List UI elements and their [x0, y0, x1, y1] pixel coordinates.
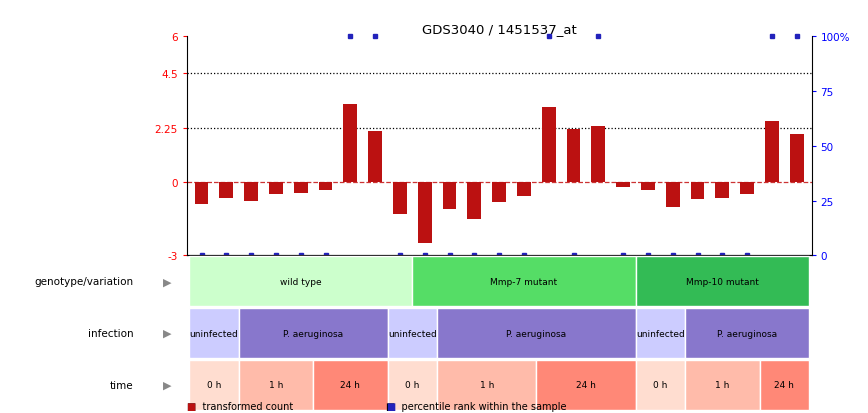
Bar	[691, 183, 704, 200]
Text: ▶: ▶	[162, 277, 171, 287]
Text: time: time	[110, 380, 134, 390]
Bar	[492, 183, 506, 202]
Text: P. aeruginosa: P. aeruginosa	[283, 329, 343, 338]
Bar	[269, 183, 283, 195]
Bar	[387, 309, 437, 358]
Bar	[468, 183, 481, 219]
Bar	[313, 360, 387, 410]
Bar	[760, 360, 809, 410]
Text: 24 h: 24 h	[340, 380, 360, 389]
Bar	[189, 360, 239, 410]
Text: wild type: wild type	[279, 277, 321, 286]
Bar	[239, 360, 313, 410]
Text: uninfected: uninfected	[388, 329, 437, 338]
Text: ■: ■	[187, 401, 196, 411]
Text: P. aeruginosa: P. aeruginosa	[717, 329, 777, 338]
Bar	[189, 257, 412, 306]
Text: 0 h: 0 h	[405, 380, 419, 389]
Text: ▶: ▶	[162, 380, 171, 390]
Title: GDS3040 / 1451537_at: GDS3040 / 1451537_at	[422, 23, 576, 36]
Text: 24 h: 24 h	[576, 380, 595, 389]
Text: genotype/variation: genotype/variation	[35, 277, 134, 287]
Text: 0 h: 0 h	[653, 380, 667, 389]
Bar	[443, 183, 457, 209]
Bar	[194, 183, 208, 205]
Text: P. aeruginosa: P. aeruginosa	[506, 329, 566, 338]
Bar	[765, 122, 779, 183]
Bar	[666, 183, 680, 207]
Bar	[635, 309, 685, 358]
Bar	[542, 107, 556, 183]
Text: uninfected: uninfected	[636, 329, 685, 338]
Text: 24 h: 24 h	[774, 380, 794, 389]
Bar	[740, 183, 754, 195]
Text: uninfected: uninfected	[189, 329, 239, 338]
Text: ■  transformed count: ■ transformed count	[187, 401, 293, 411]
Bar	[387, 360, 437, 410]
Bar	[715, 183, 729, 199]
Text: ■: ■	[386, 401, 396, 411]
Bar	[591, 127, 605, 183]
Bar	[685, 360, 760, 410]
Bar	[517, 183, 530, 196]
Text: 0 h: 0 h	[207, 380, 221, 389]
Bar	[239, 309, 387, 358]
Bar	[685, 309, 809, 358]
Bar	[437, 309, 635, 358]
Bar	[567, 129, 581, 183]
Bar	[641, 183, 654, 190]
Bar	[189, 309, 239, 358]
Bar	[536, 360, 635, 410]
Text: ■  percentile rank within the sample: ■ percentile rank within the sample	[386, 401, 567, 411]
Bar	[344, 105, 357, 183]
Text: infection: infection	[88, 328, 134, 338]
Bar	[368, 132, 382, 183]
Bar	[220, 183, 233, 199]
Text: ▶: ▶	[162, 328, 171, 338]
Text: Mmp-10 mutant: Mmp-10 mutant	[686, 277, 759, 286]
Bar	[294, 183, 307, 194]
Bar	[790, 134, 804, 183]
Bar	[437, 360, 536, 410]
Bar	[418, 183, 431, 244]
Bar	[393, 183, 407, 214]
Text: 1 h: 1 h	[269, 380, 283, 389]
Bar	[616, 183, 630, 188]
Text: 1 h: 1 h	[715, 380, 729, 389]
Text: Mmp-7 mutant: Mmp-7 mutant	[490, 277, 557, 286]
Bar	[244, 183, 258, 201]
Bar	[635, 257, 809, 306]
Bar	[319, 183, 332, 190]
Text: 1 h: 1 h	[479, 380, 494, 389]
Bar	[412, 257, 635, 306]
Bar	[635, 360, 685, 410]
